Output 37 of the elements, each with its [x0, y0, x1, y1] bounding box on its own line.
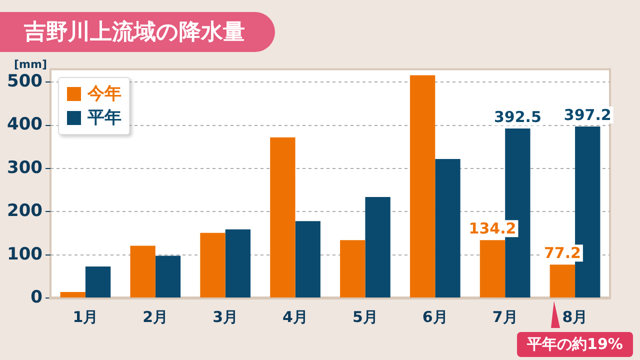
bar	[435, 158, 460, 298]
bar	[270, 137, 296, 298]
x-tick-label: 4月	[282, 308, 308, 326]
data-label: 392.5	[494, 108, 542, 126]
bar	[60, 292, 86, 298]
data-label: 77.2	[544, 244, 581, 262]
x-tick-label: 7月	[492, 308, 518, 326]
text: 平年の約19%	[517, 332, 633, 357]
bar	[155, 256, 181, 298]
chart-title: 吉野川上流域の降水量	[0, 12, 275, 52]
x-tick-label: 6月	[422, 308, 448, 326]
bar	[365, 196, 390, 298]
y-tick-label: 400	[6, 114, 43, 135]
x-tick-label: 8月	[562, 308, 588, 326]
legend-label: 今年	[87, 83, 122, 106]
y-axis-title: [mm]	[14, 58, 47, 71]
bar	[410, 75, 436, 298]
x-tick-label: 5月	[352, 308, 378, 326]
bar	[295, 221, 320, 298]
y-tick-label: 200	[6, 201, 43, 222]
x-tick-label: 1月	[72, 308, 98, 326]
y-tick-label: 500	[6, 72, 43, 92]
x-tick-label: 3月	[212, 308, 238, 326]
y-tick-label: 0	[30, 287, 43, 308]
y-tick-label: 100	[6, 244, 43, 264]
bar	[130, 246, 156, 298]
bar	[340, 240, 366, 298]
bar	[85, 266, 111, 298]
x-tick-label: 2月	[142, 308, 168, 326]
data-label: 397.2	[564, 106, 612, 124]
bar	[480, 240, 506, 298]
y-tick-label: 300	[6, 158, 43, 178]
bar	[200, 232, 226, 298]
legend-label: 平年	[87, 107, 122, 130]
bar	[550, 264, 576, 298]
bar	[225, 229, 251, 298]
data-label: 134.2	[468, 219, 516, 238]
